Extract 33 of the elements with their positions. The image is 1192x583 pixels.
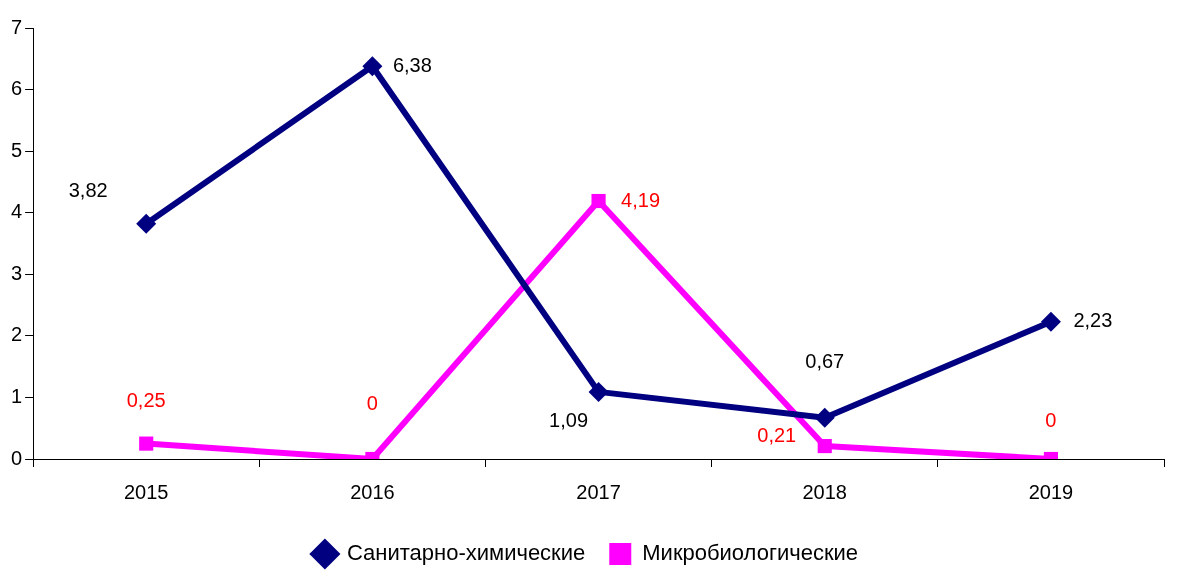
data-label: 0 xyxy=(1045,408,1057,431)
y-tick-label: 0 xyxy=(11,446,23,469)
legend-label: Микробиологические xyxy=(642,540,859,566)
point xyxy=(814,407,835,428)
data-label: 0,67 xyxy=(805,350,845,373)
data-label: 1,09 xyxy=(549,409,589,432)
data-label: 6,38 xyxy=(392,53,432,76)
data-label: 2,23 xyxy=(1073,309,1113,332)
point xyxy=(139,436,154,451)
point xyxy=(1040,311,1061,332)
x-tick-label: 2018 xyxy=(802,480,847,503)
y-tick-label: 4 xyxy=(11,200,23,223)
point xyxy=(362,56,383,77)
legend-label: Санитарно-химические xyxy=(346,540,586,566)
x-tick-label: 2019 xyxy=(1028,480,1074,503)
data-label: 3,82 xyxy=(68,179,108,202)
y-tick-label: 1 xyxy=(11,384,23,407)
x-tick-label: 2016 xyxy=(350,480,395,503)
data-label: 0,25 xyxy=(126,389,166,412)
data-label: 0 xyxy=(366,391,378,414)
point xyxy=(817,439,832,454)
y-tick-label: 6 xyxy=(11,77,23,100)
y-tick-label: 3 xyxy=(11,261,23,284)
point xyxy=(136,213,157,234)
y-tick-label: 7 xyxy=(11,15,23,38)
data-label: 0,21 xyxy=(757,423,797,446)
data-label: 4,19 xyxy=(621,188,661,211)
point xyxy=(591,193,606,209)
x-tick-label: 2017 xyxy=(576,480,621,503)
point xyxy=(588,381,609,402)
y-tick-label: 5 xyxy=(11,138,23,161)
x-tick-label: 2015 xyxy=(123,480,169,503)
y-tick-label: 2 xyxy=(11,323,23,346)
